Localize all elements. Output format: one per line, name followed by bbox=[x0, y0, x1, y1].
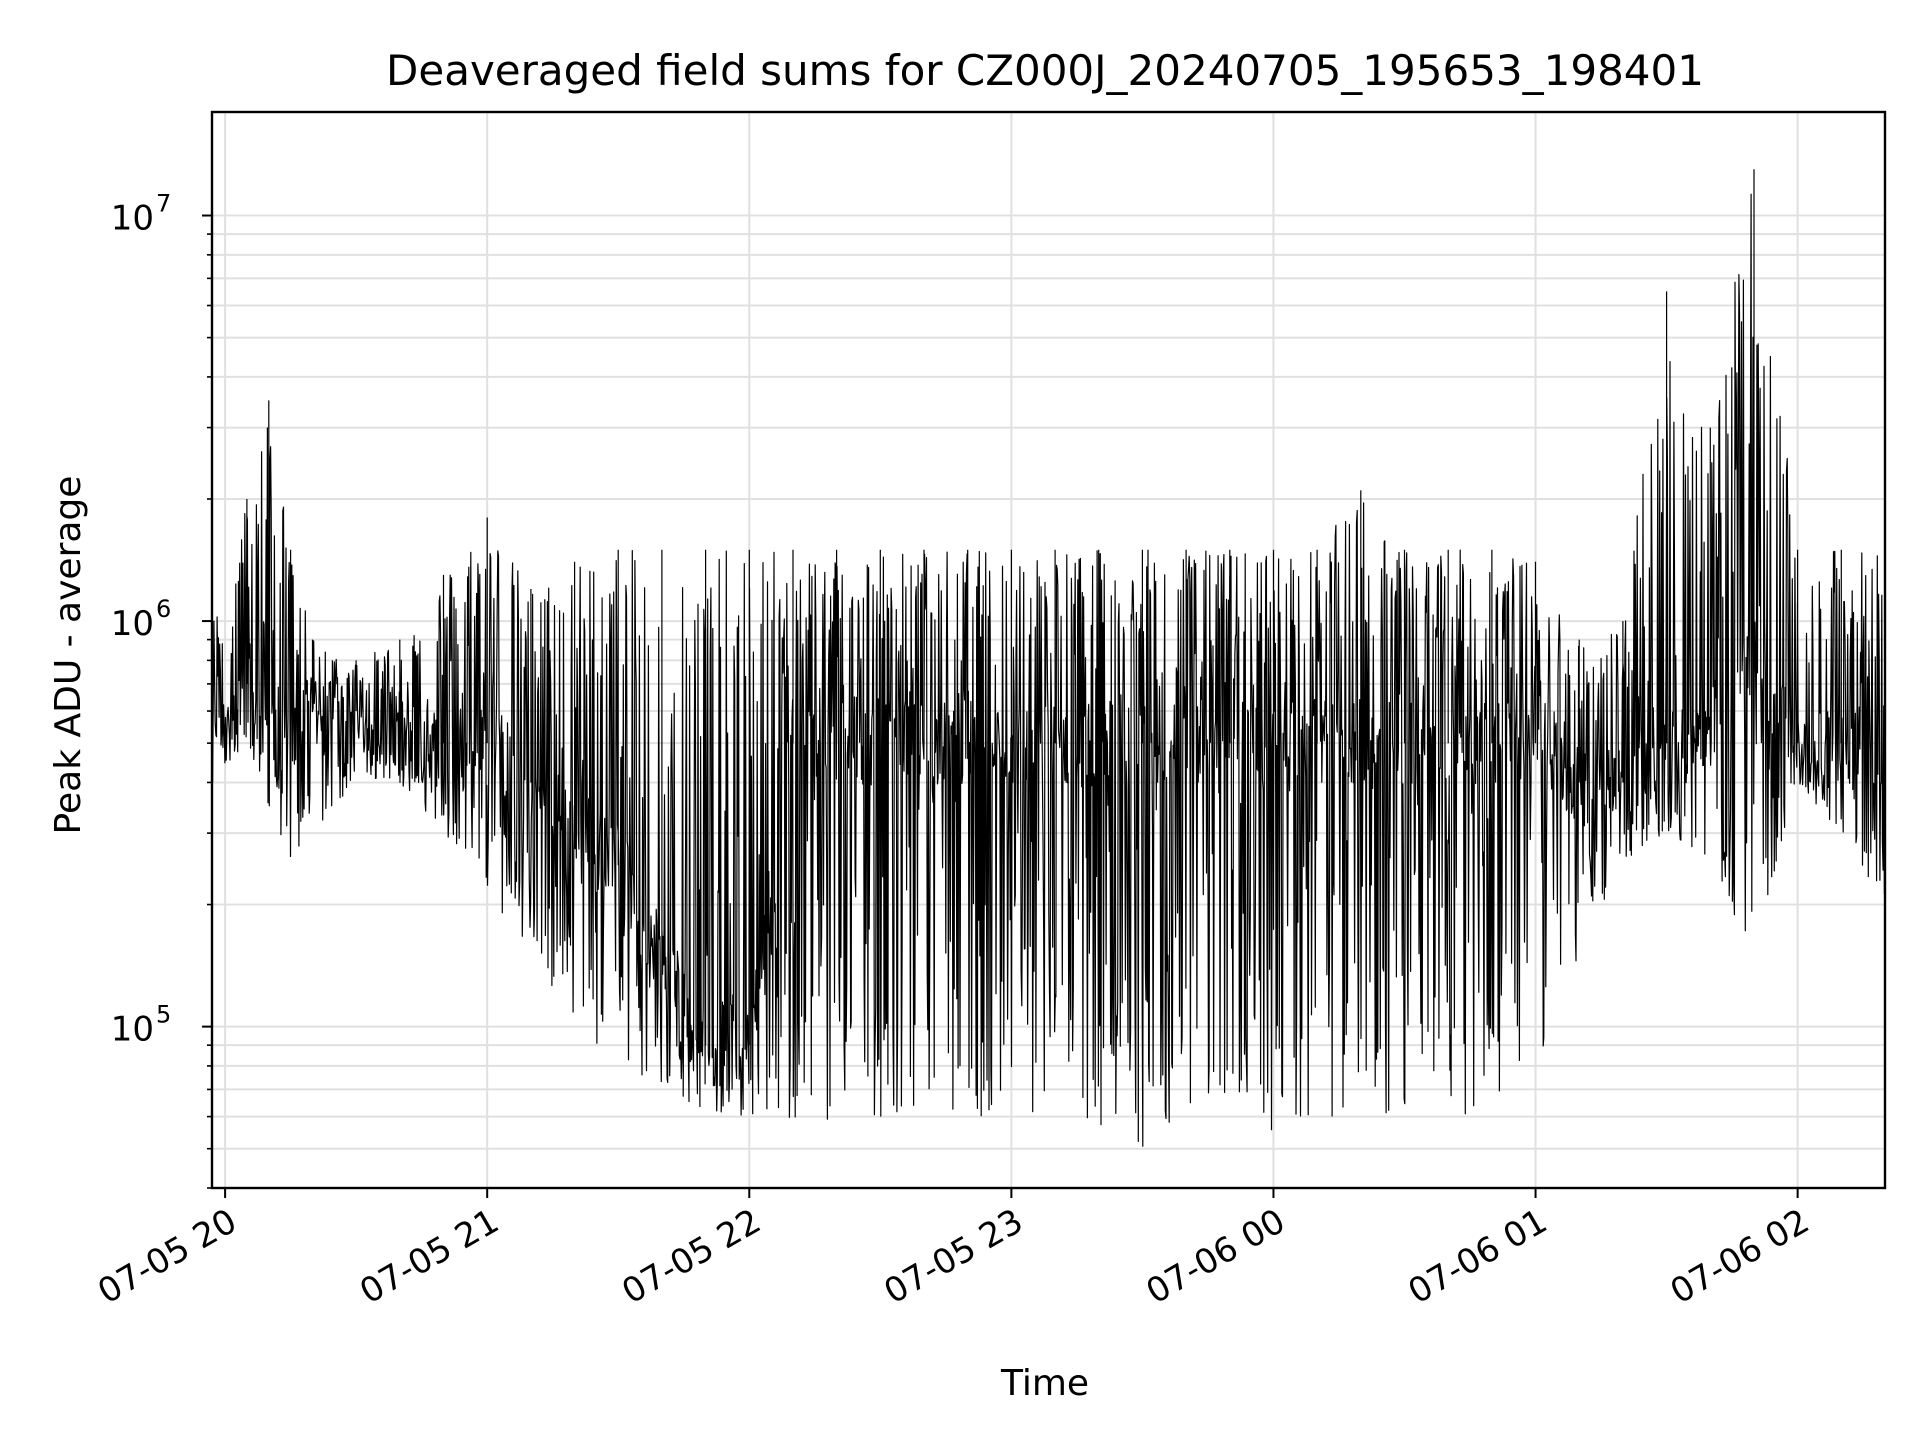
series-line bbox=[211, 169, 1886, 1147]
chart-title: Deaveraged field sums for CZ000J_2024070… bbox=[386, 46, 1704, 95]
x-axis-label: Time bbox=[1000, 1363, 1089, 1404]
y-tick-exponent: 5 bbox=[156, 1001, 171, 1029]
y-tick-label: 10 bbox=[111, 199, 154, 239]
y-tick-label: 10 bbox=[111, 604, 154, 644]
plot-frame bbox=[210, 110, 1887, 1190]
y-tick-exponent: 6 bbox=[156, 595, 171, 623]
y-tick-exponent: 7 bbox=[156, 190, 171, 218]
data-series bbox=[211, 169, 1886, 1147]
y-axis-label: Peak ADU - average bbox=[48, 476, 89, 835]
y-tick-label: 10 bbox=[111, 1010, 154, 1050]
